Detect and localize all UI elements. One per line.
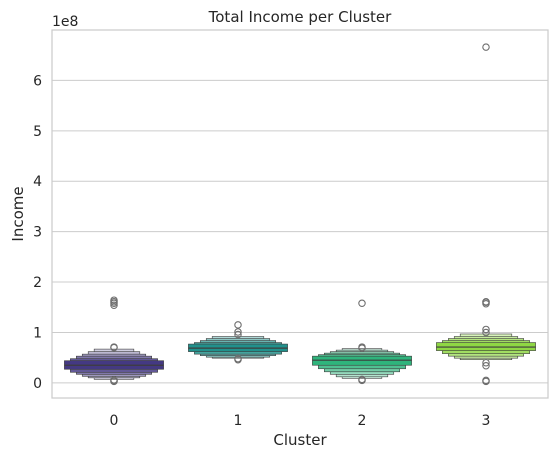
outlier-point xyxy=(358,343,366,351)
cluster-0-boxen xyxy=(64,296,164,386)
outlier-point xyxy=(482,297,490,306)
y-tick-label: 6 xyxy=(33,73,42,89)
outlier-point xyxy=(110,296,118,304)
x-tick-label: 3 xyxy=(482,413,491,429)
outlier-point xyxy=(482,361,490,370)
boxen-plot xyxy=(64,43,536,386)
outlier-point xyxy=(482,376,490,385)
y-tick-label: 4 xyxy=(33,174,42,190)
outlier-point xyxy=(234,354,242,363)
y-tick-label: 0 xyxy=(33,376,42,392)
outlier-point xyxy=(482,43,490,51)
gridlines xyxy=(52,79,548,384)
x-tick-label: 2 xyxy=(358,413,367,429)
outlier-point xyxy=(358,375,366,384)
y-axis-title: Income xyxy=(9,186,27,241)
x-tick-label: 0 xyxy=(110,413,119,429)
outlier-point xyxy=(110,376,118,384)
y-offset-label: 1e8 xyxy=(52,14,78,30)
cluster-2-boxen xyxy=(312,299,412,385)
outlier-point xyxy=(110,301,118,309)
x-tick-label: 1 xyxy=(234,413,243,429)
cluster-1-boxen xyxy=(188,321,288,364)
x-axis-title: Cluster xyxy=(273,431,327,449)
outlier-point xyxy=(482,328,490,337)
outlier-point xyxy=(234,330,242,339)
chart-title: Total Income per Cluster xyxy=(208,8,393,26)
y-tick-label: 2 xyxy=(33,275,42,291)
outlier-point xyxy=(358,299,366,307)
outlier-point xyxy=(234,321,242,329)
outlier-point xyxy=(110,343,118,351)
outlier-point xyxy=(482,325,490,334)
x-axis: 0 1 2 3 xyxy=(110,413,491,429)
y-tick-label: 5 xyxy=(33,124,42,140)
plot-frame xyxy=(51,29,549,399)
y-axis: 0 1 2 3 4 5 6 xyxy=(33,73,42,391)
outlier-point xyxy=(482,358,490,367)
y-tick-label: 3 xyxy=(33,225,42,241)
cluster-3-boxen xyxy=(436,43,536,386)
outlier-point xyxy=(234,328,242,336)
y-tick-label: 1 xyxy=(33,325,42,341)
